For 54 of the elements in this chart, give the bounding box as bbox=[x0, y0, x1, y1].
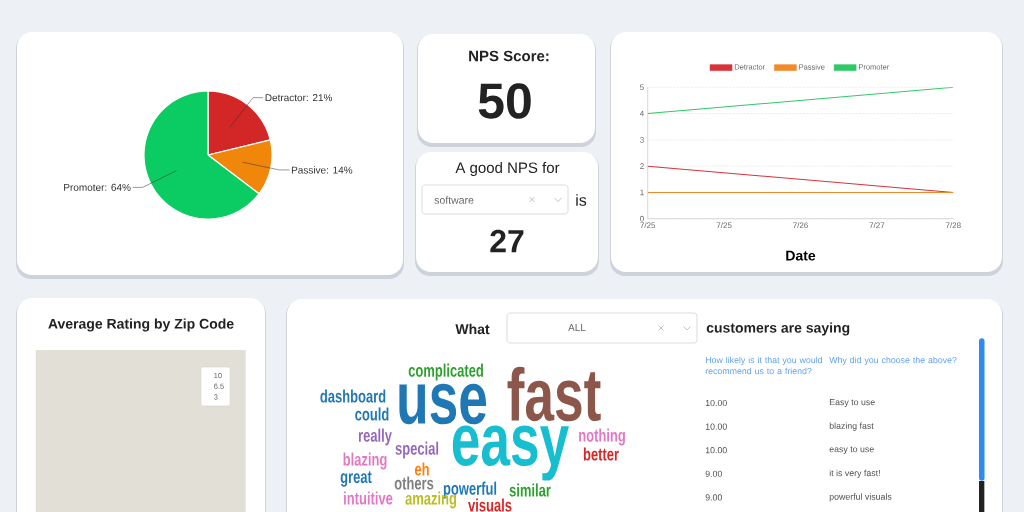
y-tick-label: 2 bbox=[640, 163, 644, 169]
text: Easy to use bbox=[829, 399, 875, 407]
text: Why did you choose the above? bbox=[829, 356, 957, 365]
text: A good NPS for bbox=[455, 162, 560, 176]
text: How likely is it that you would recommend us to a friend? bbox=[705, 356, 822, 375]
category-label: could bbox=[355, 407, 389, 421]
category-label: complicated bbox=[408, 363, 483, 381]
text: blazing fast bbox=[829, 422, 874, 431]
x-tick-label: 7/27 bbox=[869, 222, 885, 229]
y-tick-label: 0 bbox=[640, 215, 644, 222]
text: easy to use bbox=[829, 446, 874, 454]
category-label: easy bbox=[452, 425, 569, 481]
category-label: blazing bbox=[343, 452, 387, 470]
text: it is very fast! bbox=[829, 469, 880, 478]
text: 10.00 bbox=[705, 447, 727, 454]
category-label: others bbox=[394, 476, 434, 490]
y-tick-label: 4 bbox=[639, 110, 644, 117]
category-label: better bbox=[583, 447, 619, 461]
category-label: great bbox=[340, 471, 372, 487]
text: is bbox=[576, 194, 587, 206]
y-tick-label: 3 bbox=[640, 137, 644, 143]
category-label: visuals bbox=[468, 498, 512, 512]
category-label: intuitive bbox=[344, 491, 393, 505]
x-tick-label: 7/26 bbox=[793, 222, 808, 229]
category-label: similar bbox=[509, 483, 551, 497]
category-label: special bbox=[395, 441, 439, 459]
y-tick-label: 5 bbox=[640, 84, 644, 91]
text: ALL bbox=[568, 324, 586, 331]
text: Average Rating by Zip Code bbox=[48, 318, 234, 332]
x-tick-label: 7/25 bbox=[640, 222, 656, 229]
category-label: nothing bbox=[579, 428, 625, 446]
text: 10.00 bbox=[705, 423, 727, 430]
text: 50 bbox=[478, 83, 531, 119]
text: 9.00 bbox=[705, 494, 722, 501]
category-label: use bbox=[399, 383, 487, 425]
category-label: eh bbox=[414, 462, 429, 476]
x-tick-label: 7/25 bbox=[716, 222, 732, 229]
slice-label: Promoter: 64% bbox=[64, 183, 131, 191]
text: 9.00 bbox=[705, 470, 722, 477]
text: NPS Score: bbox=[469, 50, 549, 62]
text: powerful visuals bbox=[829, 493, 892, 502]
category-label: really bbox=[358, 428, 392, 446]
slice-label: Passive: 14% bbox=[291, 166, 353, 174]
category-label: fast bbox=[507, 366, 601, 422]
text: software bbox=[434, 196, 474, 204]
text: 27 bbox=[490, 229, 524, 253]
text: What bbox=[455, 323, 490, 335]
x-tick-label: 7/28 bbox=[945, 222, 961, 229]
text: 10.00 bbox=[705, 399, 727, 407]
slice-label: Detractor: 21% bbox=[265, 94, 333, 102]
y-tick-label: 1 bbox=[640, 189, 644, 196]
category-label: dashboard bbox=[320, 389, 386, 403]
x-axis-title: Date bbox=[786, 250, 816, 261]
text: customers are saying bbox=[706, 322, 850, 336]
